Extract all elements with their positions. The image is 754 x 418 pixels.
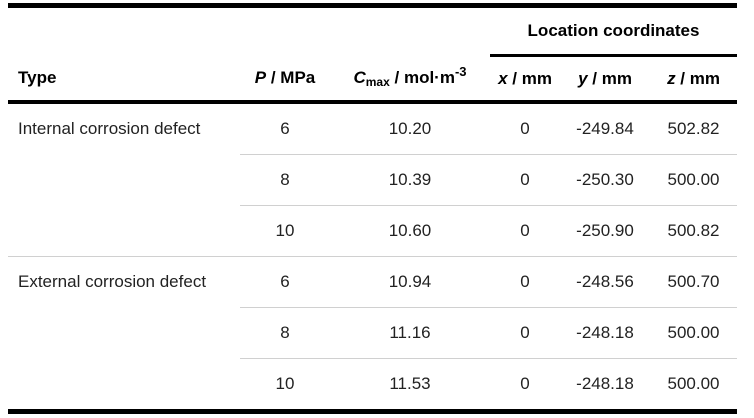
cell-z: 500.70 (650, 256, 738, 308)
pressure-symbol: P (254, 67, 267, 87)
table-row: 8 11.16 0 -248.18 500.00 (8, 307, 738, 359)
table-row: 8 10.39 0 -250.30 500.00 (8, 154, 738, 206)
cell-cmax: 11.16 (330, 307, 490, 359)
cell-cmax: 10.94 (330, 256, 490, 308)
table-row: 10 10.60 0 -250.90 500.82 (8, 205, 738, 257)
cell-y: -248.18 (560, 358, 650, 412)
table-body: Internal corrosion defect 6 10.20 0 -249… (8, 102, 738, 412)
corrosion-defect-table: Location coordinates Type P / MPa Cmax /… (8, 3, 738, 414)
z-symbol: z (667, 68, 676, 88)
cell-pressure: 10 (240, 358, 330, 412)
col-header-y: y / mm (560, 55, 650, 104)
table-row: Internal corrosion defect 6 10.20 0 -249… (8, 102, 737, 155)
table-row: 10 11.53 0 -248.18 500.00 (8, 358, 738, 412)
col-header-pressure: P / MPa (240, 55, 330, 104)
cell-x: 0 (490, 256, 560, 308)
cmax-exponent: -3 (454, 63, 467, 79)
table-row: External corrosion defect 6 10.94 0 -248… (8, 256, 738, 412)
x-symbol: x (498, 68, 508, 88)
cell-y: -250.90 (560, 205, 650, 257)
cell-pressure: 6 (240, 256, 330, 308)
type-cell-internal: Internal corrosion defect (18, 119, 201, 138)
cell-x: 0 (490, 205, 560, 257)
location-coordinates-header: Location coordinates (490, 5, 738, 57)
cmax-subscript: max (365, 74, 390, 89)
pressure-unit: / MPa (266, 67, 316, 87)
col-header-cmax: Cmax / mol·m-3 (330, 55, 490, 104)
cell-pressure: 8 (240, 154, 330, 206)
page: Location coordinates Type P / MPa Cmax /… (0, 3, 754, 418)
cell-pressure: 8 (240, 307, 330, 359)
col-header-x: x / mm (490, 55, 560, 104)
cell-x: 0 (490, 358, 560, 412)
cell-z: 500.00 (650, 154, 738, 206)
cell-z: 500.00 (650, 358, 738, 412)
cell-x: 0 (490, 154, 560, 206)
cell-y: -249.84 (576, 119, 634, 138)
cell-z: 500.82 (650, 205, 738, 257)
column-header-row: Type P / MPa Cmax / mol·m-3 x / mm y / m… (8, 55, 738, 104)
col-header-z: z / mm (650, 55, 738, 104)
cell-cmax: 10.20 (388, 119, 432, 138)
cell-x: 0 (490, 307, 560, 359)
cell-pressure: 10 (240, 205, 330, 257)
col-header-type: Type (8, 55, 240, 104)
y-symbol: y (578, 68, 588, 88)
span-header-row: Location coordinates (8, 5, 738, 57)
cell-y: -248.56 (560, 256, 650, 308)
cell-y: -250.30 (560, 154, 650, 206)
cell-cmax: 10.60 (330, 205, 490, 257)
cmax-unit: / mol·m (389, 67, 455, 87)
cell-cmax: 10.39 (330, 154, 490, 206)
cell-y: -248.18 (560, 307, 650, 359)
y-unit: / mm (587, 68, 632, 88)
cmax-symbol: C (353, 67, 366, 87)
z-unit: / mm (675, 68, 720, 88)
cell-cmax: 11.53 (330, 358, 490, 412)
type-cell-external: External corrosion defect (8, 256, 240, 412)
table-header: Location coordinates Type P / MPa Cmax /… (8, 5, 738, 104)
blank-header-cell (8, 6, 490, 56)
cell-z: 502.82 (667, 119, 720, 138)
cell-z: 500.00 (650, 307, 738, 359)
cell-pressure: 6 (280, 119, 290, 138)
x-unit: / mm (507, 68, 552, 88)
cell-x: 0 (520, 119, 530, 138)
